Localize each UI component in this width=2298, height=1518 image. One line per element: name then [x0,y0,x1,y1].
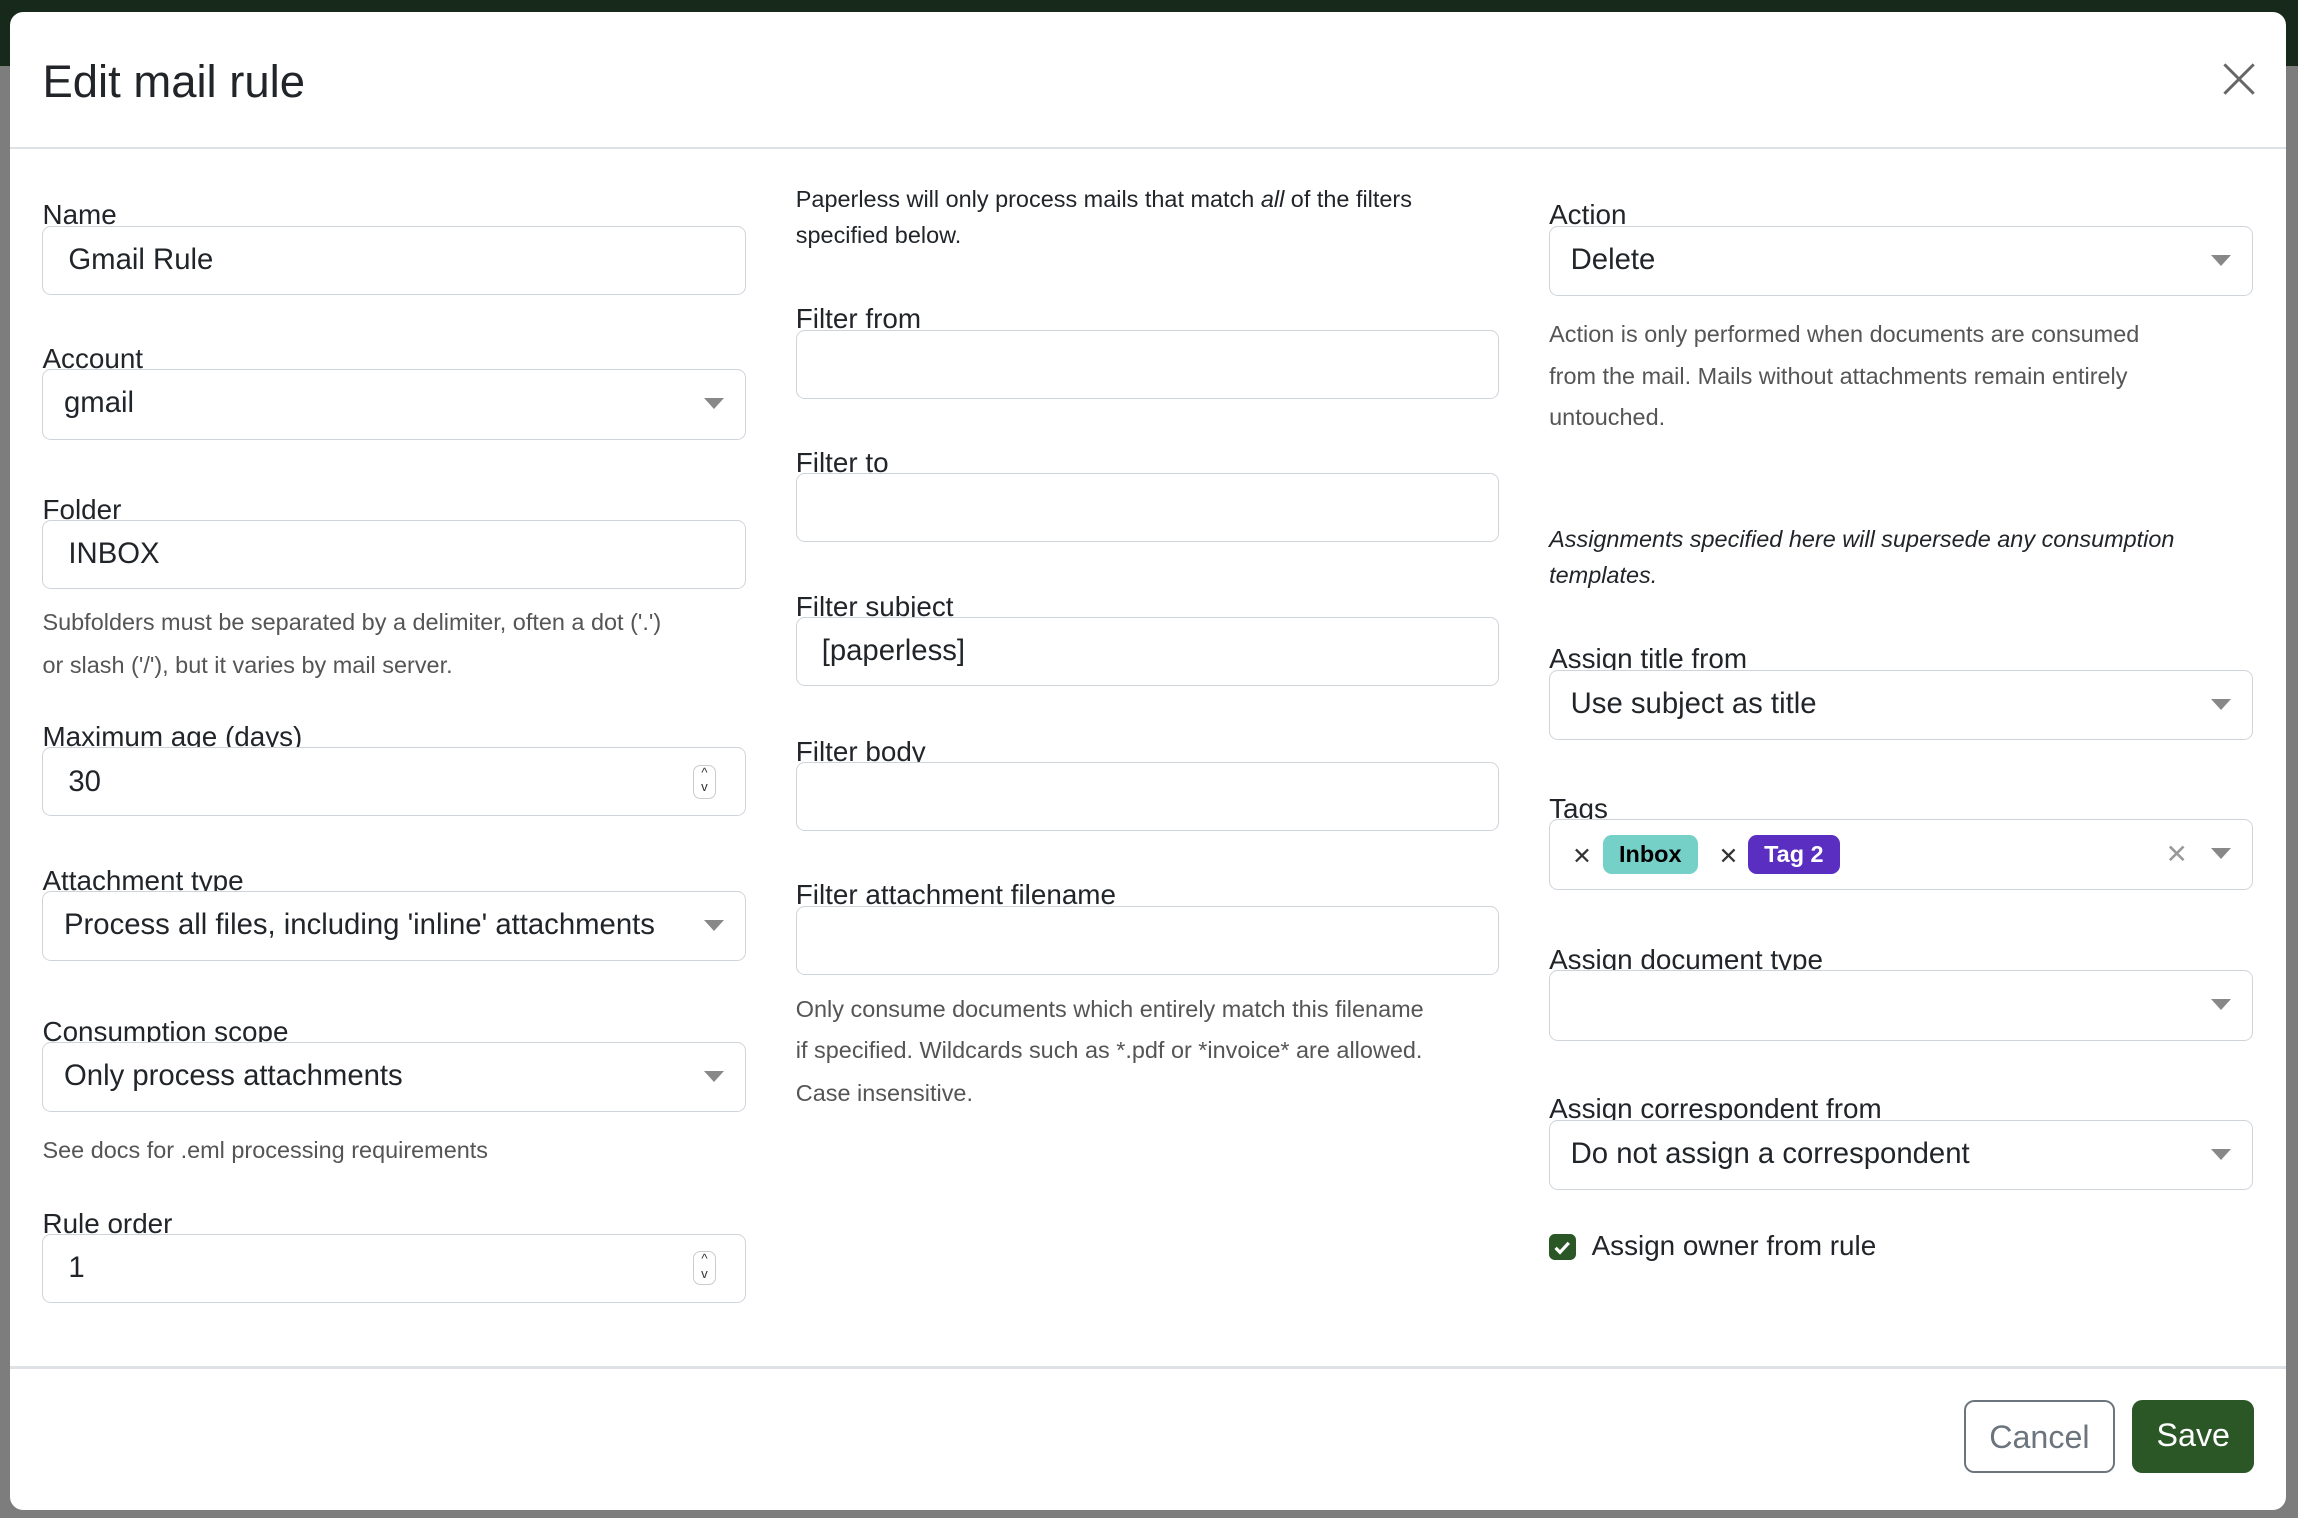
check-icon [1554,1241,1571,1255]
filter-from-label: Filter from [795,303,922,335]
action-help-line: from the mail. Mails without attachments… [1549,363,2128,390]
consumption-scope-help: See docs for .eml processing requirement… [42,1136,489,1163]
chevron-down-icon [2211,254,2232,266]
filter-subject-value: [paperless] [821,634,966,668]
intro-text: of the filters [1284,185,1412,212]
rule-order-value: 1 [68,1251,85,1285]
rule-order-label: Rule order [42,1207,173,1239]
intro-text: Paperless will only process mails that m… [795,185,1261,212]
clear-all-icon[interactable]: ✕ [2165,839,2188,870]
folder-help-line: Subfolders must be separated by a delimi… [42,609,662,636]
number-stepper-icon[interactable]: ^ v [693,764,716,799]
filter-body-label: Filter body [795,735,926,767]
filter-attachment-input[interactable] [795,905,1500,975]
cancel-button[interactable]: Cancel [1963,1399,2115,1473]
assign-title-value: Use subject as title [1570,686,1817,720]
consumption-scope-label: Consumption scope [42,1015,289,1047]
assignments-note: Assignments specified here will supersed… [1549,522,2267,594]
action-label: Action [1549,199,1627,231]
account-label: Account [42,342,144,374]
filter-intro: Paperless will only process mails that m… [796,182,1499,254]
chevron-down-icon [704,919,725,931]
filter-to-label: Filter to [795,446,889,478]
filter-subject-label: Filter subject [795,590,954,622]
action-value: Delete [1570,242,1656,276]
filter-from-input[interactable] [795,329,1500,399]
folder-input[interactable]: INBOX [42,520,746,590]
max-age-label: Maximum age (days) [42,721,303,753]
footer-divider [10,1365,2287,1369]
doc-type-label: Assign document type [1549,943,1823,975]
correspondent-value: Do not assign a correspondent [1570,1136,1970,1170]
name-input[interactable]: Gmail Rule [42,225,746,295]
consumption-scope-select[interactable]: Only process attachments [42,1042,746,1113]
assignments-note-line: Assignments specified here will supersed… [1549,525,2175,552]
filter-body-input[interactable] [795,762,1500,831]
chevron-down-icon [2211,1148,2232,1160]
edit-mail-rule-dialog: Edit mail rule Name Gmail Rule Account g… [10,11,2287,1510]
header-divider [10,146,2287,150]
chevron-down-icon [2211,999,2232,1010]
folder-value: INBOX [68,537,160,571]
action-help-line: Action is only performed when documents … [1549,320,2140,347]
attachment-type-value: Process all files, including 'inline' at… [64,908,655,942]
assignments-note-line: templates. [1549,561,1658,588]
checkbox-checked[interactable] [1549,1234,1576,1261]
rule-order-input[interactable]: 1 ^ v [42,1234,746,1303]
tags-select[interactable]: ✕ Inbox ✕ Tag 2 ✕ [1549,819,2253,890]
close-icon[interactable] [2220,60,2258,98]
name-value: Gmail Rule [68,242,214,276]
attachment-type-label: Attachment type [42,864,244,896]
owner-checkbox-field[interactable]: Assign owner from rule [1549,1230,2252,1269]
chevron-down-icon [704,1070,725,1082]
filter-attachment-help-line: Only consume documents which entirely ma… [795,996,1424,1023]
action-help-line: untouched. [1549,404,1666,431]
chevron-down-icon [2211,698,2232,710]
tag-badge: Tag 2 [1747,834,1840,875]
correspondent-label: Assign correspondent from [1549,1093,1882,1125]
max-age-input[interactable]: 30 ^ v [42,747,746,817]
chevron-down-icon [2211,848,2232,859]
assign-title-select[interactable]: Use subject as title [1549,669,2253,741]
number-stepper-icon[interactable]: ^ v [693,1251,716,1286]
account-select[interactable]: gmail [42,369,746,440]
action-select[interactable]: Delete [1549,225,2253,297]
attachment-type-select[interactable]: Process all files, including 'inline' at… [42,891,746,962]
chevron-down-icon [704,398,725,409]
filter-attachment-help-line: if specified. Wildcards such as *.pdf or… [795,1037,1423,1064]
account-value: gmail [64,386,135,420]
doc-type-select[interactable] [1549,970,2253,1041]
tag-badge: Inbox [1602,834,1698,875]
remove-tag-icon[interactable]: ✕ [1572,843,1592,870]
dialog-title: Edit mail rule [42,55,306,107]
assign-title-label: Assign title from [1549,643,1748,675]
save-button[interactable]: Save [2132,1399,2255,1473]
filter-attachment-label: Filter attachment filename [795,879,1116,911]
tags-label: Tags [1549,792,1608,824]
filter-attachment-help-line: Case insensitive. [795,1079,973,1106]
filter-to-input[interactable] [795,473,1500,543]
filter-subject-input[interactable]: [paperless] [795,616,1500,686]
folder-label: Folder [42,493,122,525]
intro-emphasis: all [1260,185,1285,212]
consumption-scope-value: Only process attachments [64,1059,403,1093]
owner-checkbox-label: Assign owner from rule [1591,1229,1877,1261]
correspondent-select[interactable]: Do not assign a correspondent [1549,1119,2253,1191]
max-age-value: 30 [68,764,101,798]
remove-tag-icon[interactable]: ✕ [1718,843,1739,870]
intro-text: specified below. [795,221,962,248]
name-label: Name [42,199,117,231]
folder-help-line: or slash ('/'), but it varies by mail se… [42,651,453,678]
